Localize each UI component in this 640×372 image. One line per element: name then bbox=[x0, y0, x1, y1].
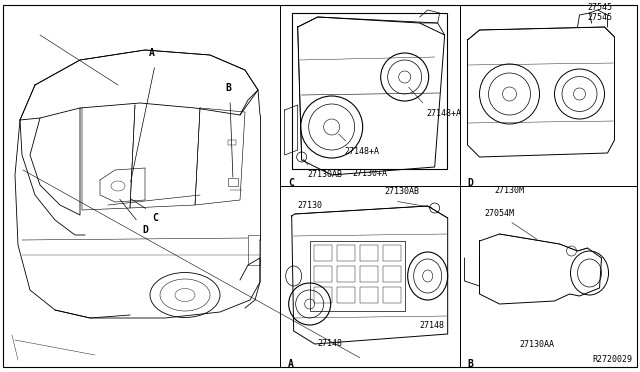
Text: 27054M: 27054M bbox=[484, 209, 515, 218]
Text: 27148+A: 27148+A bbox=[345, 147, 380, 156]
Bar bbox=[360, 266, 378, 282]
Text: R2720029: R2720029 bbox=[592, 355, 632, 364]
Text: 27130AB: 27130AB bbox=[308, 170, 342, 179]
Bar bbox=[383, 245, 401, 261]
Bar bbox=[383, 266, 401, 282]
Bar bbox=[360, 287, 378, 303]
Bar bbox=[228, 140, 236, 145]
Bar bbox=[314, 245, 332, 261]
Text: C: C bbox=[288, 178, 294, 188]
Text: D: D bbox=[142, 225, 148, 235]
Text: C: C bbox=[152, 213, 158, 223]
Text: 27148: 27148 bbox=[420, 321, 445, 330]
Text: A: A bbox=[288, 359, 294, 369]
Bar bbox=[383, 287, 401, 303]
Bar bbox=[228, 178, 238, 186]
Text: B: B bbox=[225, 83, 231, 93]
Text: 27148: 27148 bbox=[317, 339, 342, 348]
Text: 27148+A: 27148+A bbox=[427, 109, 461, 118]
Text: 27130M: 27130M bbox=[495, 186, 525, 195]
Bar bbox=[314, 287, 332, 303]
Text: 27130AB: 27130AB bbox=[385, 187, 420, 196]
Text: 27130+A: 27130+A bbox=[352, 169, 387, 178]
Text: 27545: 27545 bbox=[588, 13, 612, 22]
Bar bbox=[310, 241, 404, 311]
Text: 27130: 27130 bbox=[298, 201, 323, 210]
Bar bbox=[337, 266, 355, 282]
Text: B: B bbox=[467, 359, 473, 369]
Bar bbox=[248, 235, 260, 265]
Text: A: A bbox=[149, 48, 155, 58]
Bar bbox=[360, 245, 378, 261]
Bar bbox=[337, 245, 355, 261]
Bar bbox=[314, 266, 332, 282]
Bar bbox=[337, 287, 355, 303]
Text: 27130AA: 27130AA bbox=[520, 340, 554, 349]
Text: D: D bbox=[467, 178, 473, 188]
Bar bbox=[292, 13, 447, 169]
Text: 27545: 27545 bbox=[588, 3, 612, 12]
